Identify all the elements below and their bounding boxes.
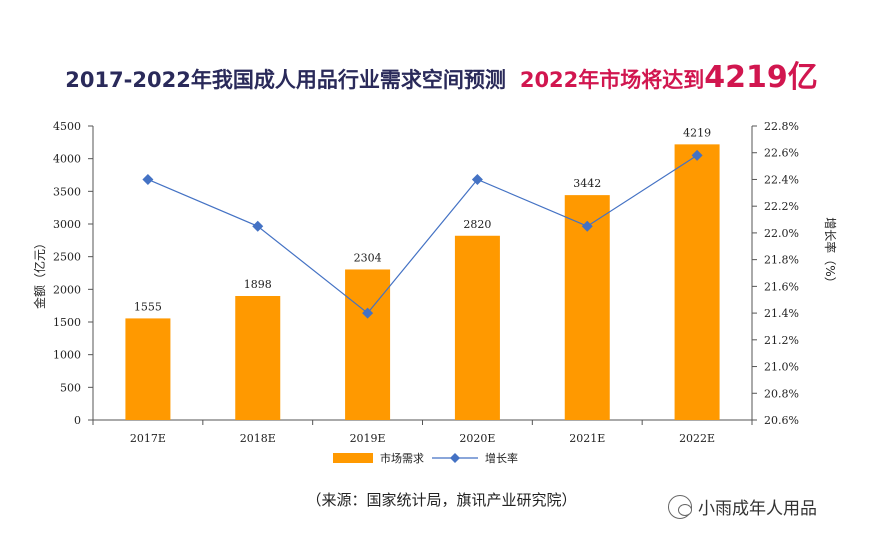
y-tick-label: 3000 <box>53 218 81 231</box>
x-tick-label: 2018E <box>240 432 276 445</box>
growth-rate-point <box>581 220 593 232</box>
x-tick-label: 2020E <box>459 432 495 445</box>
bar <box>564 195 610 420</box>
legend-label-bar: 市场需求 <box>380 451 424 465</box>
y2-tick-label: 20.6% <box>764 414 799 427</box>
bar-value-label: 2820 <box>463 218 491 231</box>
wechat-icon <box>668 494 692 519</box>
y2-tick-label: 21.4% <box>764 307 799 320</box>
y-tick-label: 2000 <box>53 283 81 296</box>
y2-axis-title: 增长率（%） <box>823 217 838 288</box>
growth-rate-line <box>147 154 698 314</box>
y2-tick-label: 22.8% <box>764 120 799 133</box>
x-tick-label: 2017E <box>130 432 166 445</box>
y2-tick-label: 20.8% <box>764 387 799 400</box>
watermark-text: 小雨成年人用品 <box>698 499 817 519</box>
title-accent-value: 4219亿 <box>704 60 818 95</box>
legend-marker-line <box>450 453 460 463</box>
bar <box>235 295 281 420</box>
y-tick-label: 0 <box>74 414 81 427</box>
x-tick-label: 2022E <box>679 432 715 445</box>
bar <box>674 144 720 420</box>
y-tick-label: 2500 <box>53 251 81 264</box>
y2-tick-label: 22.0% <box>764 227 799 240</box>
growth-rate-point <box>252 220 264 232</box>
bar <box>125 318 171 420</box>
legend-label-line: 增长率 <box>485 451 518 465</box>
x-tick-label: 2019E <box>350 432 386 445</box>
bar <box>345 269 391 420</box>
legend-swatch-bar <box>333 453 373 463</box>
bar-value-label: 3442 <box>573 177 601 190</box>
title-main: 2017-2022年我国成人用品行业需求空间预测 <box>65 68 506 92</box>
y-tick-label: 1000 <box>53 349 81 362</box>
bar-value-label: 4219 <box>683 126 711 139</box>
y-tick-label: 3500 <box>53 185 81 198</box>
bar-value-label: 2304 <box>354 251 382 264</box>
growth-rate-point <box>471 173 483 185</box>
y2-tick-label: 22.4% <box>764 173 799 186</box>
y-tick-label: 4500 <box>53 120 81 133</box>
growth-rate-point <box>142 173 154 185</box>
y2-tick-label: 21.6% <box>764 280 799 293</box>
bar-value-label: 1898 <box>244 278 272 291</box>
growth-rate-point <box>691 149 703 161</box>
title-accent: 2022年市场将达到 <box>519 68 705 92</box>
x-tick-label: 2021E <box>569 432 605 445</box>
y-tick-label: 500 <box>60 381 81 394</box>
y2-tick-label: 21.8% <box>764 254 799 267</box>
bar-value-label: 1555 <box>134 300 162 313</box>
y-tick-label: 1500 <box>53 316 81 329</box>
y-tick-label: 4000 <box>53 153 81 166</box>
y2-tick-label: 22.6% <box>764 147 799 160</box>
y2-tick-label: 21.2% <box>764 334 799 347</box>
watermark: 小雨成年人用品 <box>668 494 817 519</box>
growth-rate-point <box>362 307 374 319</box>
y2-tick-label: 22.2% <box>764 200 799 213</box>
y2-tick-label: 21.0% <box>764 361 799 374</box>
y-axis-title: 金额（亿元） <box>32 237 47 309</box>
bar <box>454 235 500 420</box>
source-note: （来源：国家统计局，旗讯产业研究院） <box>306 491 577 509</box>
chart-title: 2017-2022年我国成人用品行业需求空间预测 2022年市场将达到4219亿 <box>0 52 883 96</box>
